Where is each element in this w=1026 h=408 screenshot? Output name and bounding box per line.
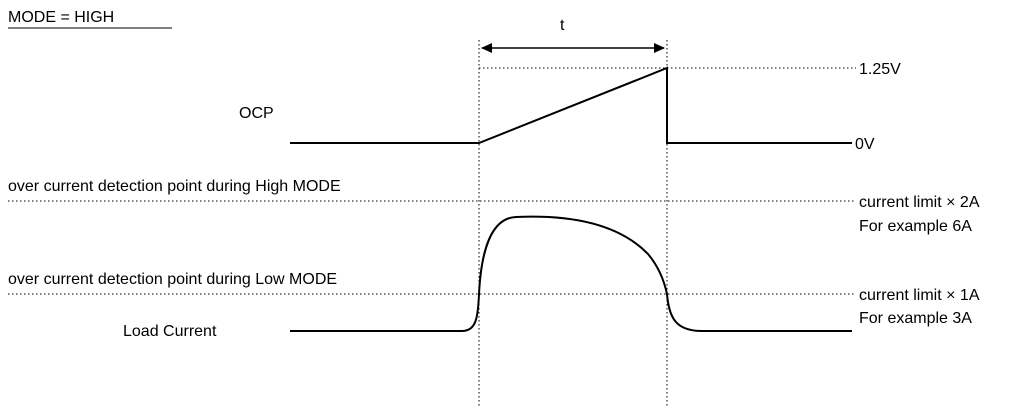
ocp-waveform xyxy=(290,66,852,144)
high-mode-limit: current limit × 2A xyxy=(859,194,980,211)
ocp-label: OCP xyxy=(239,105,274,122)
low-mode-limit: current limit × 1A xyxy=(859,287,980,304)
load-current-waveform xyxy=(290,215,852,332)
mode-title: MODE = HIGH xyxy=(8,9,114,26)
ocp-low-level: 0V xyxy=(855,136,875,153)
high-mode-example: For example 6A xyxy=(859,218,972,235)
low-mode-example: For example 3A xyxy=(859,310,972,327)
interval-arrow-right-head xyxy=(654,43,665,53)
low-mode-caption: over current detection point during Low … xyxy=(8,271,337,288)
interval-label: t xyxy=(560,17,565,34)
interval-arrow-left-head xyxy=(481,43,492,53)
load-current-label: Load Current xyxy=(123,323,217,340)
high-mode-caption: over current detection point during High… xyxy=(8,178,341,195)
ocp-high-level: 1.25V xyxy=(859,61,901,78)
